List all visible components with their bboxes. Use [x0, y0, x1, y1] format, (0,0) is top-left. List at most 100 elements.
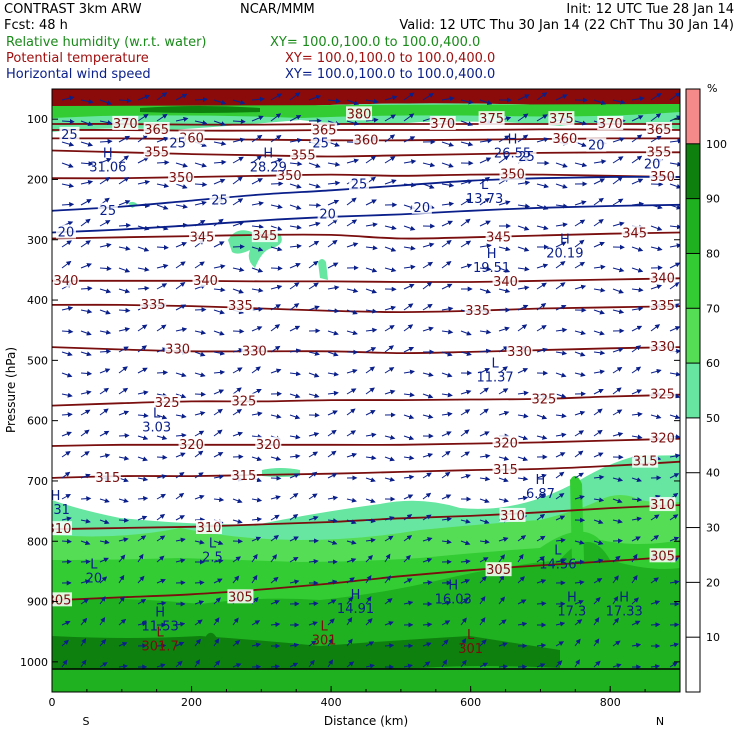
- wind-vector: [232, 617, 239, 626]
- wind-vector: [80, 308, 93, 314]
- wind-label: 25: [211, 194, 228, 209]
- wind-vector: [251, 497, 263, 503]
- wind-vector: [270, 576, 279, 584]
- wind-vector: [498, 388, 509, 395]
- wind-vector: [156, 204, 169, 210]
- theta-label: 345: [252, 229, 277, 244]
- wind-vector: [479, 243, 492, 249]
- theta-label-bg: [429, 115, 456, 130]
- wind-vector: [213, 159, 227, 165]
- wind-vector: [308, 493, 318, 500]
- wind-vector: [175, 413, 187, 419]
- wind-vector: [232, 367, 243, 374]
- wind-vector: [631, 287, 644, 293]
- wind-vector: [232, 498, 243, 504]
- wind-vector: [137, 435, 149, 441]
- wind-vector: [99, 639, 107, 647]
- wind-vector: [156, 183, 170, 188]
- wind-vector: [99, 266, 112, 271]
- wind-vector: [194, 181, 208, 187]
- wind-vector: [669, 224, 680, 230]
- wind-vector: [555, 261, 566, 269]
- wind-vector: [612, 309, 625, 314]
- wind-vector: [441, 659, 448, 668]
- wind-vector: [365, 663, 375, 669]
- wind-vector: [175, 452, 186, 458]
- wind-vector: [270, 324, 281, 332]
- wind-vector: [422, 622, 433, 628]
- wind-vector: [403, 264, 416, 270]
- extremum-value: 17.3: [557, 605, 586, 620]
- wind-vector: [441, 220, 454, 227]
- wind-vector: [384, 389, 396, 395]
- wind-vector: [517, 94, 530, 101]
- wind-vector: [403, 113, 415, 122]
- wind-vector: [137, 515, 148, 521]
- wind-vector: [137, 134, 149, 143]
- x-axis-label: Distance (km): [324, 714, 408, 728]
- theta-label: 380: [347, 107, 372, 122]
- wind-vector: [650, 414, 662, 420]
- wind-vector: [327, 540, 338, 545]
- wind-vector: [194, 659, 200, 668]
- wind-vector: [80, 286, 93, 291]
- wind-vector: [327, 180, 341, 186]
- wind-vector: [517, 435, 529, 441]
- theta-contour-labels: 305 305 305 305 310 310 310 310 315 315 315 315 320 3…: [52, 106, 676, 608]
- y-tick-label: 600: [27, 415, 48, 428]
- wind-vector: [612, 409, 623, 416]
- wind-vector: [118, 387, 129, 395]
- wind-vector: [175, 660, 183, 668]
- wind-vector: [650, 246, 663, 252]
- wind-vector: [194, 162, 207, 168]
- wind-vector: [194, 580, 205, 586]
- wind-vector: [80, 659, 87, 668]
- wind-vector: [270, 514, 280, 521]
- wind-vector: [384, 325, 395, 332]
- wind-vector: [175, 472, 185, 479]
- wind-vector: [289, 473, 300, 479]
- colorbar-band: [686, 89, 700, 144]
- wind-vector: [80, 598, 89, 605]
- theta-label: 370: [430, 117, 455, 132]
- theta-label: 310: [197, 521, 222, 536]
- wind-vector: [175, 183, 188, 189]
- wind-vector: [251, 96, 265, 102]
- wind-vector: [270, 621, 281, 627]
- wind-vector: [99, 498, 110, 503]
- wind-vector: [137, 203, 151, 209]
- wind-vector: [612, 432, 624, 437]
- wind-label: 20: [58, 226, 75, 241]
- wind-vector: [61, 639, 69, 647]
- wind-vector: [612, 498, 623, 504]
- wind-vector: [232, 347, 244, 353]
- wind-vector: [175, 242, 188, 248]
- wind-vector: [498, 267, 511, 273]
- theta-label-bg: [506, 343, 533, 358]
- wind-vector: [669, 326, 680, 332]
- theta-label: 315: [633, 455, 658, 470]
- wind-vector: [308, 601, 319, 607]
- wind-vector: [460, 240, 472, 248]
- wind-vector: [251, 536, 262, 542]
- colorbar-band: [686, 143, 700, 199]
- extremum-value: 28.29: [250, 161, 287, 176]
- theta-label-bg: [168, 170, 195, 185]
- wind-vector: [289, 161, 303, 167]
- theta-label-bg: [485, 229, 512, 244]
- wind-vector: [61, 162, 74, 168]
- wind-vector: [232, 328, 245, 334]
- wind-vector: [80, 451, 90, 458]
- wind-vector: [631, 389, 643, 395]
- y-tick-label: 100: [27, 113, 48, 126]
- wind-vector: [365, 410, 376, 416]
- wind-vector: [194, 97, 208, 103]
- wind-vector: [517, 134, 529, 143]
- wind-vector: [61, 240, 72, 248]
- wind-vector: [574, 638, 581, 647]
- wind-vector: [270, 284, 283, 290]
- wind-vector: [232, 118, 246, 124]
- wind-vector: [61, 202, 75, 208]
- wind-vector: [137, 553, 144, 563]
- x-end-label-south: S: [83, 715, 90, 728]
